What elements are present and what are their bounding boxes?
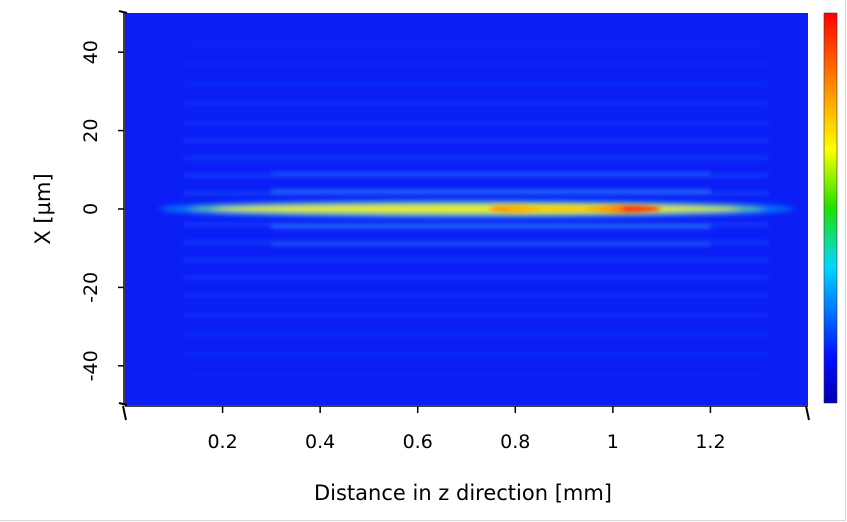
y-tick-label: 40: [80, 40, 102, 64]
y-axis-title: X [µm]: [31, 173, 55, 244]
y-tick-label: -20: [80, 272, 102, 303]
y-tick-label: 0: [80, 203, 102, 215]
x-tick-label: 1: [607, 431, 619, 453]
fringe-band: [183, 22, 769, 28]
fringe-band: [183, 100, 769, 106]
axis-end-mark: [118, 402, 128, 406]
fringe-band: [271, 189, 711, 194]
fringe-band: [183, 312, 769, 318]
y-tick-label: -40: [80, 350, 102, 381]
fringe-band: [183, 292, 769, 298]
y-tick-label: 20: [80, 119, 102, 143]
fringe-band: [183, 81, 769, 87]
hot-spots: [489, 205, 661, 213]
colorbar: [823, 12, 838, 404]
fringe-band: [183, 61, 769, 67]
fringe-band: [183, 371, 769, 377]
x-tick-label: 1.2: [695, 431, 725, 453]
axis-end-mark: [118, 10, 128, 14]
x-tick-label: 0.2: [207, 431, 237, 453]
fringe-band: [183, 137, 769, 143]
axes: 40 20 0 -20 -40 0.2 0.4 0.6 0.8 1 1.2: [80, 10, 810, 453]
fringe-band: [183, 41, 769, 47]
intensity-ridge: [504, 206, 625, 212]
fringe-band: [183, 120, 769, 126]
fringe-band: [183, 257, 769, 263]
fringe-band: [183, 390, 769, 396]
beam-glow: [159, 200, 794, 218]
fringe-band: [271, 242, 711, 247]
fringe-band: [271, 224, 711, 229]
colorbar-gradient: [823, 12, 838, 404]
x-axis-title: Distance in z direction [mm]: [314, 481, 612, 505]
fringe-band: [183, 351, 769, 357]
x-tick-label: 0.4: [305, 431, 335, 453]
beam-core: [212, 205, 740, 213]
x-tick-label: 0.8: [500, 431, 530, 453]
fringe-band: [183, 275, 769, 281]
fringe-band: [183, 331, 769, 337]
side-lobe-fringes: [183, 22, 769, 396]
axis-end-mark: [122, 405, 127, 421]
beam-intensity: [159, 200, 794, 218]
heatmap-area: [125, 13, 808, 405]
axis-end-mark: [805, 405, 810, 421]
fringe-band: [183, 155, 769, 161]
fringe-band: [271, 171, 711, 176]
x-tick-label: 0.6: [403, 431, 433, 453]
